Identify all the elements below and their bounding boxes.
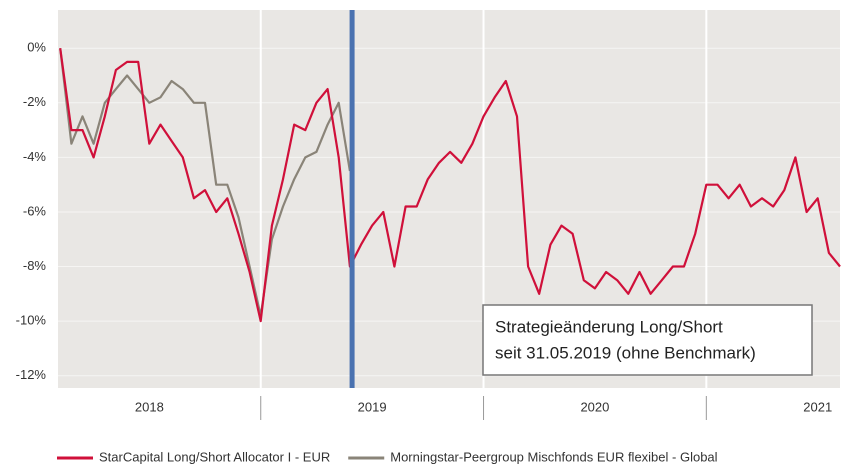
x-tick-label: 2020 <box>580 399 609 414</box>
y-tick-label: -6% <box>23 203 47 218</box>
annotation-box <box>482 304 813 376</box>
legend-label: Morningstar-Peergroup Mischfonds EUR fle… <box>390 449 717 464</box>
x-tick-label: 2021 <box>803 399 832 414</box>
y-tick-label: -10% <box>16 313 47 328</box>
y-tick-label: -2% <box>23 94 47 109</box>
y-tick-label: -12% <box>16 367 47 382</box>
legend-label: StarCapital Long/Short Allocator I - EUR <box>99 449 330 464</box>
x-tick-label: 2018 <box>135 399 164 414</box>
y-tick-label: -8% <box>23 258 47 273</box>
x-tick-label: 2019 <box>358 399 387 414</box>
annotation-text: Strategieänderung Long/Short <box>495 317 723 336</box>
data-line <box>59 48 841 323</box>
y-tick-label: 0% <box>27 40 46 55</box>
annotation-text: seit 31.05.2019 (ohne Benchmark) <box>495 343 756 362</box>
y-tick-label: -4% <box>23 149 47 164</box>
